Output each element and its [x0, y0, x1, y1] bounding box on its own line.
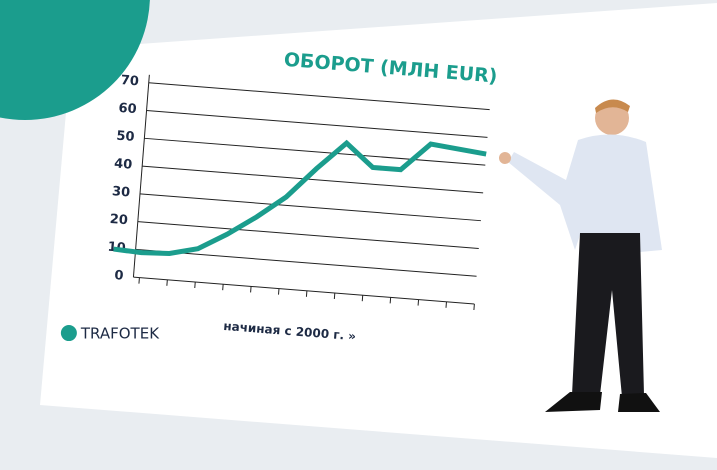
logo-icon	[61, 325, 77, 341]
logo-text: TRAFOTEK	[80, 325, 160, 343]
y-tick-label: 50	[116, 129, 135, 145]
y-tick-label: 20	[109, 212, 128, 228]
screenshot: ОБОРОТ (МЛН EUR) начиная с 2000 г. » TRA…	[0, 0, 717, 470]
page: {"chart_data": {"type": "line", "title":…	[0, 0, 717, 470]
y-tick-label: 40	[114, 156, 133, 172]
y-tick-label: 70	[120, 73, 139, 89]
y-tick-label: 0	[114, 268, 124, 284]
person-hand	[499, 152, 511, 164]
y-tick-label: 30	[111, 184, 130, 200]
y-tick-label: 60	[118, 101, 137, 117]
